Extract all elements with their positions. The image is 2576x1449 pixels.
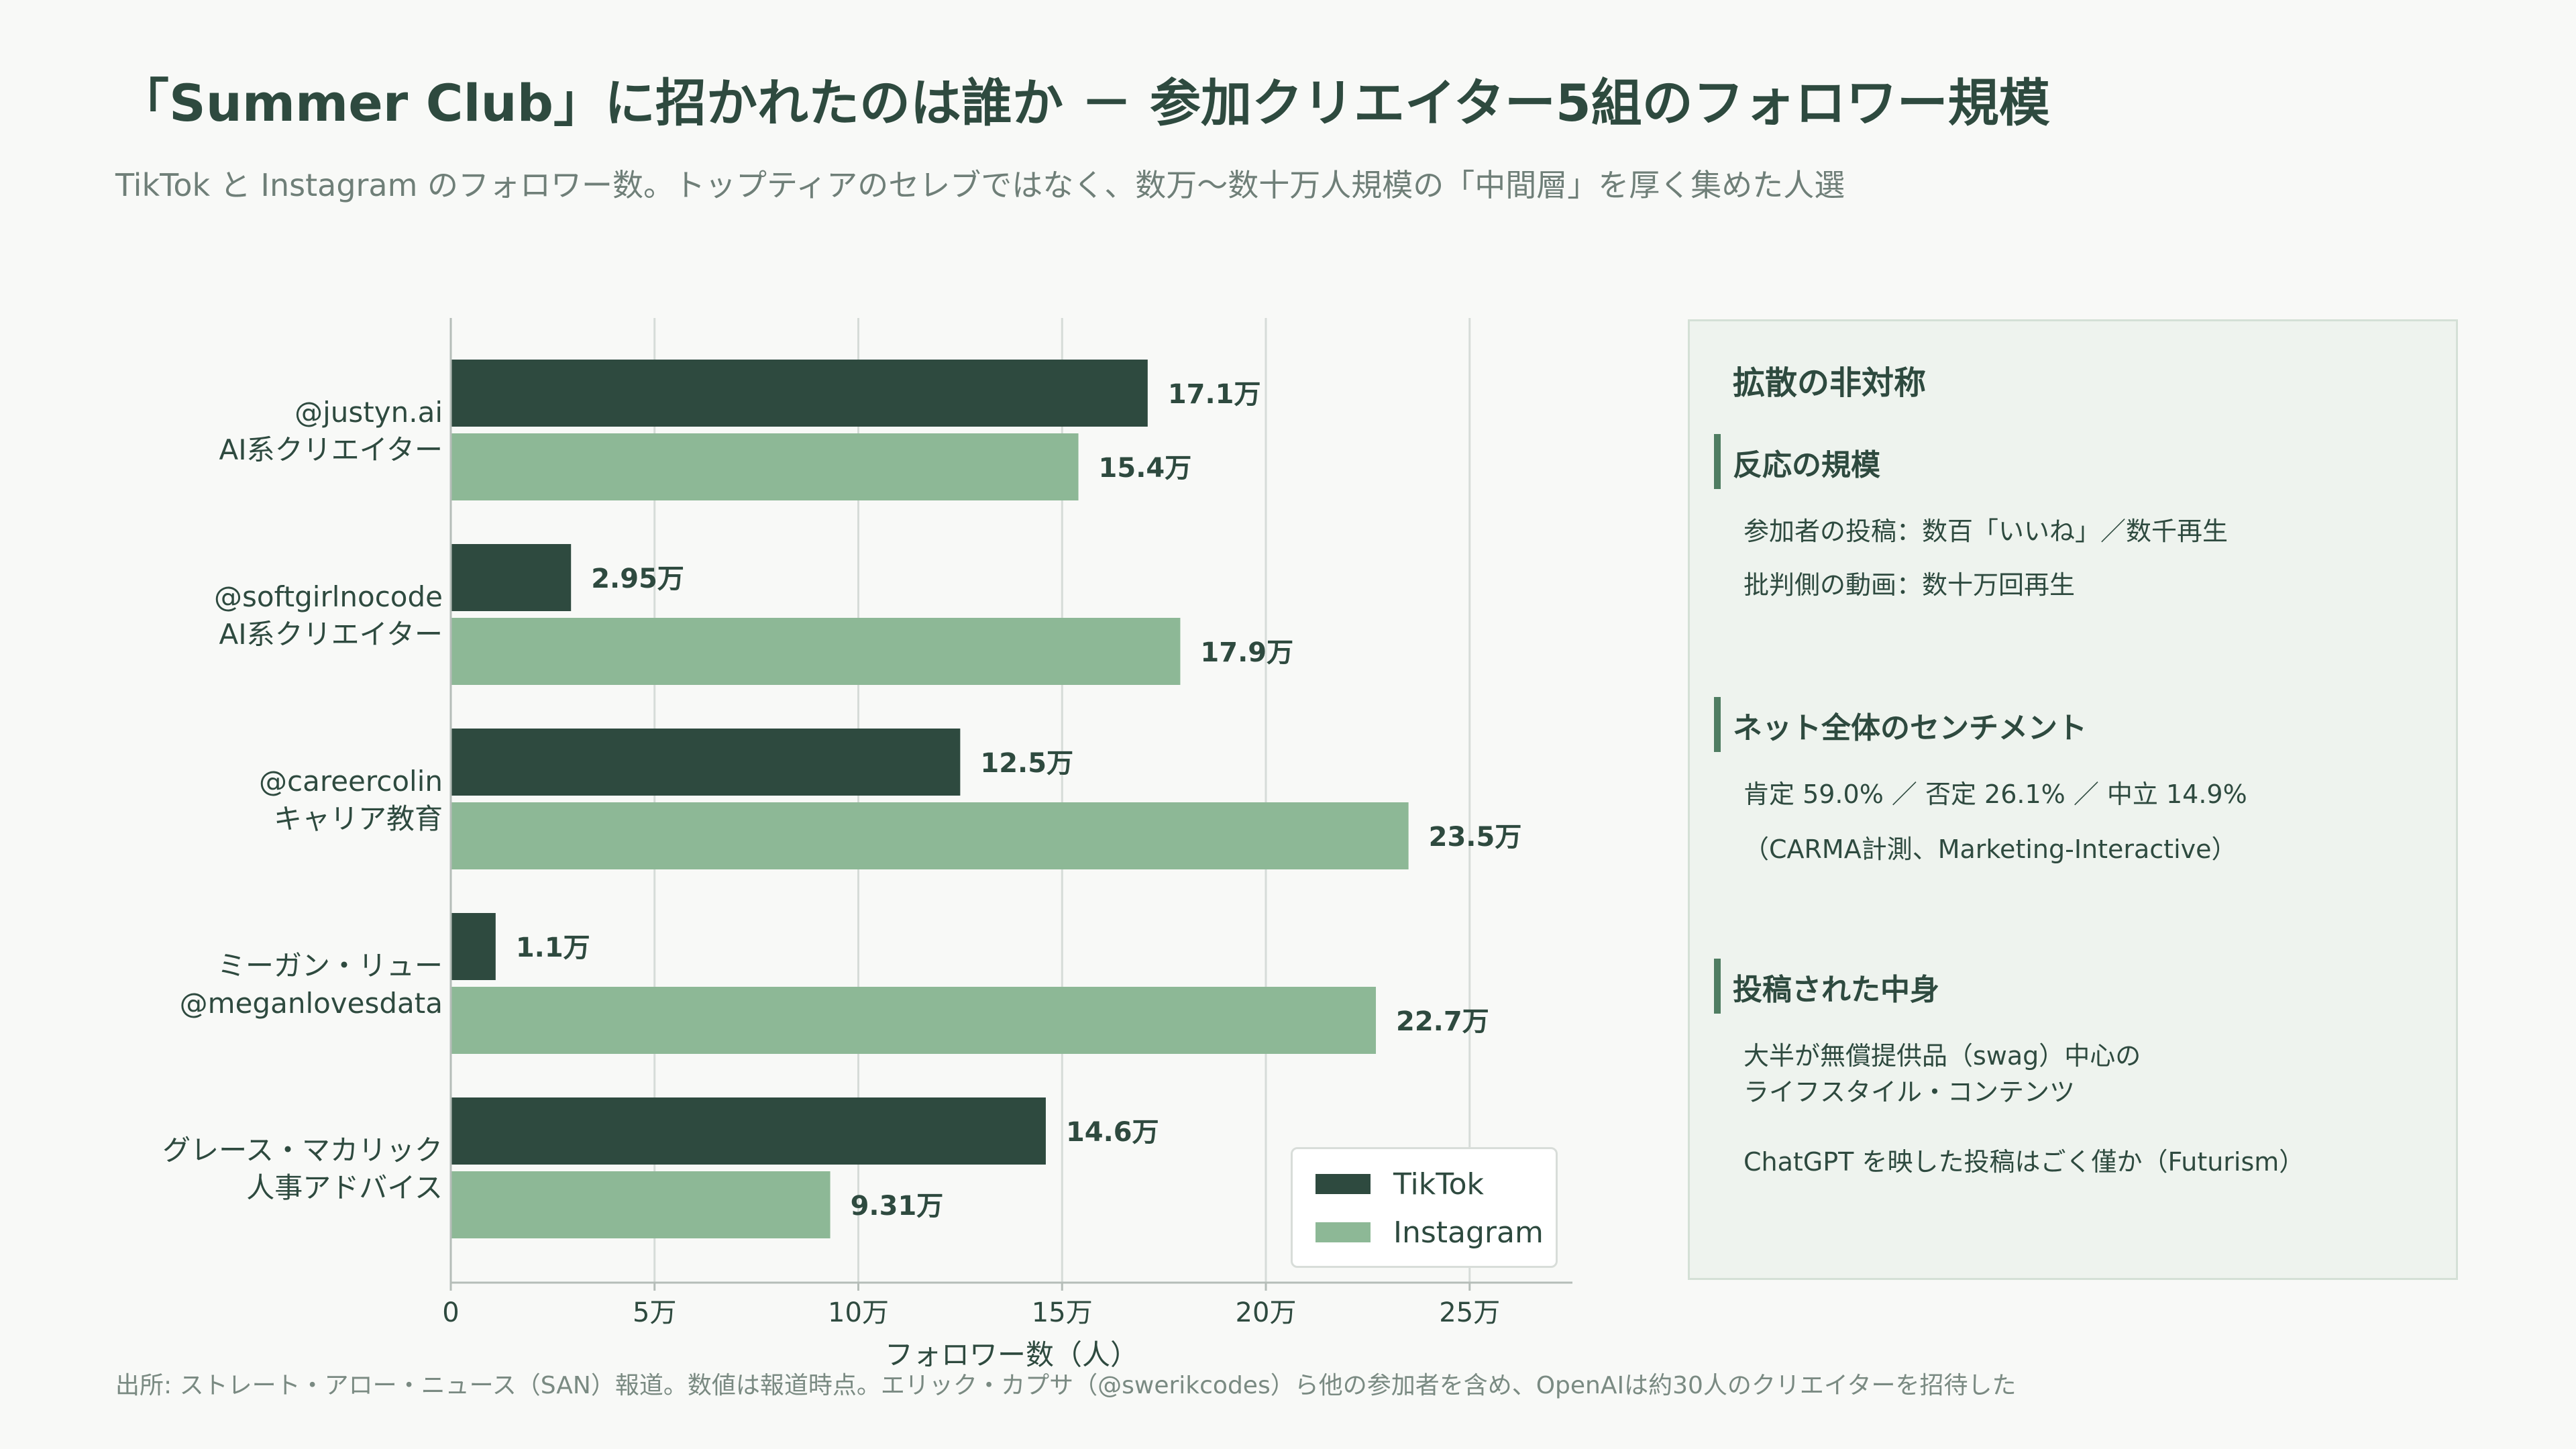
section-line: 肯定 59.0% ／ 否定 26.1% ／ 中立 14.9% [1743,780,2247,809]
category-labels: @justyn.ai AI系クリエイター @softgirlnocode AI系クリエ… [162,396,443,1204]
category-label: @meganlovesdata [180,987,443,1020]
x-tick-label: 10万 [828,1297,889,1328]
data-label: 2.95万 [591,564,684,594]
category-label: @careercolin [259,765,443,798]
bar-tiktok [451,1097,1046,1165]
category-label: ミーガン・リュー [217,949,443,982]
data-labels: 17.1万 15.4万 2.95万 17.9万 12.5万 23.5万 1.1万 22.7万 1… [516,379,1522,1222]
section-heading-sentiment: ネット全体のセンチメント [1733,711,2087,745]
x-tick-label: 5万 [633,1297,676,1328]
legend-label-instagram: Instagram [1393,1215,1544,1250]
legend-item-instagram: Instagram [1316,1212,1544,1252]
bar-instagram [451,987,1377,1054]
data-label: 22.7万 [1396,1006,1489,1037]
bar-instagram [451,618,1181,685]
section-line: 批判側の動画：数十万回再生 [1743,570,2076,600]
bar-tiktok [451,729,961,796]
panel-title: 拡散の非対称 [1733,364,1927,402]
x-tick-label: 20万 [1236,1297,1297,1328]
section-accent-bar [1714,697,1721,752]
x-tick-label: 25万 [1439,1297,1500,1328]
section-accent-bar [1714,434,1721,489]
section-line: ChatGPT を映した投稿はごく僅か（Futurism） [1743,1147,2305,1177]
bar-tiktok [451,913,496,980]
chart-title: 「Summer Club」に招かれたのは誰か － 参加クリエイター5組のフォロワ… [118,73,2050,133]
section-line: （CARMA計測、Marketing-Interactive） [1743,835,2237,864]
x-tick-label: 0 [442,1297,459,1328]
category-label: グレース・マカリック [162,1134,443,1167]
data-label: 23.5万 [1429,822,1522,853]
legend-item-tiktok: TikTok [1316,1164,1484,1204]
bar-tiktok [451,544,572,611]
bar-instagram [451,802,1409,869]
data-label: 14.6万 [1066,1117,1159,1148]
data-label: 12.5万 [980,748,1073,779]
x-tick-label: 15万 [1032,1297,1093,1328]
data-label: 1.1万 [516,932,590,963]
category-label: @softgirlnocode [214,580,443,613]
bar-instagram [451,1171,830,1238]
section-accent-bar [1714,959,1721,1014]
bars [451,360,1409,1238]
source-note: 出所: ストレート・アロー・ニュース（SAN）報道。数値は報道時点。エリック・カ… [115,1372,2017,1399]
section-heading-scale: 反応の規模 [1733,448,1880,482]
x-axis-title: フォロワー数（人） [885,1338,1138,1371]
data-label: 15.4万 [1099,453,1192,484]
data-label: 17.1万 [1168,379,1261,410]
section-line: 参加者の投稿：数百「いいね」／数千再生 [1743,517,2229,546]
chart-subtitle: TikTok と Instagram のフォロワー数。トップティアのセレブではな… [115,167,1845,203]
category-label: キャリア教育 [274,802,443,835]
category-label: 人事アドバイス [246,1171,443,1204]
legend-label-tiktok: TikTok [1393,1167,1485,1201]
bar-tiktok [451,360,1148,427]
section-line: ライフスタイル・コンテンツ [1743,1077,2076,1107]
bar-chart: 17.1万 15.4万 2.95万 17.9万 12.5万 23.5万 1.1万 22.7万 1… [162,318,1572,1371]
section-line: 大半が無償提供品（swag）中心の [1743,1041,2141,1071]
data-label: 9.31万 [851,1191,944,1222]
legend-swatch-tiktok [1316,1174,1371,1194]
chart-legend: TikTok Instagram [1291,1147,1558,1268]
category-label: AI系クリエイター [219,618,443,651]
category-label: @justyn.ai [294,396,443,429]
insight-panel: 拡散の非対称 反応の規模 参加者の投稿：数百「いいね」／数千再生 批判側の動画：… [1688,319,2458,1280]
category-label: AI系クリエイター [219,433,443,466]
bar-instagram [451,433,1079,500]
data-label: 17.9万 [1200,637,1293,668]
section-heading-content: 投稿された中身 [1733,973,1939,1007]
legend-swatch-instagram [1316,1222,1371,1242]
